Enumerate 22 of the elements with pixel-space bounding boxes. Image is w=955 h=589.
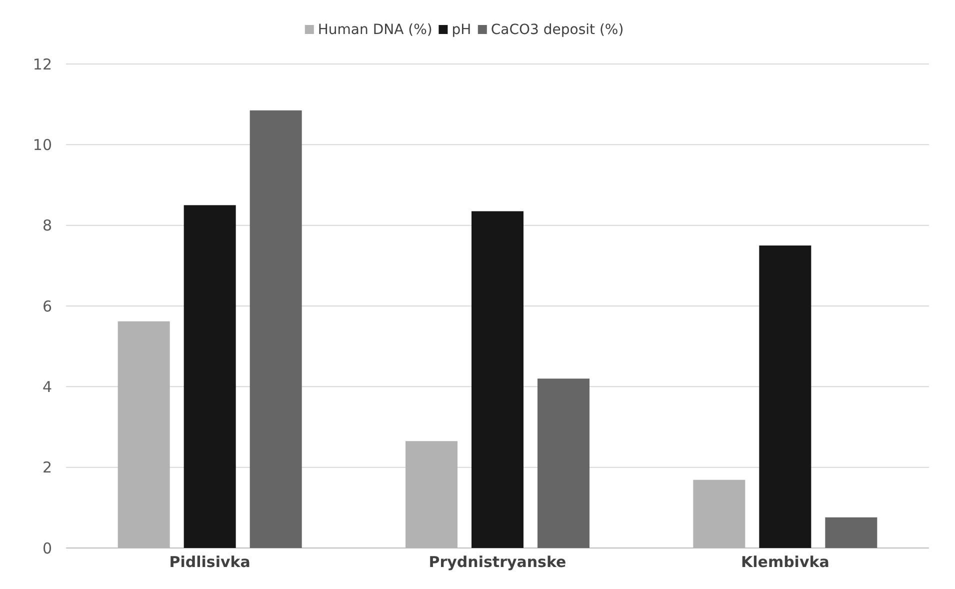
x-tick-label: Pidlisivka <box>169 553 250 571</box>
y-tick-label: 8 <box>42 216 52 235</box>
legend-label: Human DNA (%) <box>318 22 432 38</box>
bar <box>406 441 458 548</box>
bar <box>538 378 590 548</box>
y-tick-label: 6 <box>42 297 52 316</box>
bar <box>693 480 746 548</box>
bar <box>250 110 302 548</box>
legend-label: pH <box>452 22 472 38</box>
y-tick-label: 2 <box>42 458 52 477</box>
bar <box>825 517 878 548</box>
bar <box>472 211 524 548</box>
x-tick-label: Prydnistryanske <box>428 553 566 571</box>
y-tick-label: 4 <box>42 378 52 396</box>
bar <box>759 246 812 548</box>
legend-label: CaCO3 deposit (%) <box>490 22 624 38</box>
y-tick-label: 12 <box>32 55 52 74</box>
bar <box>118 321 170 548</box>
x-tick-label: Klembivka <box>741 553 830 571</box>
y-tick-label: 0 <box>42 539 52 558</box>
bar <box>184 205 236 548</box>
y-tick-label: 10 <box>32 136 52 154</box>
